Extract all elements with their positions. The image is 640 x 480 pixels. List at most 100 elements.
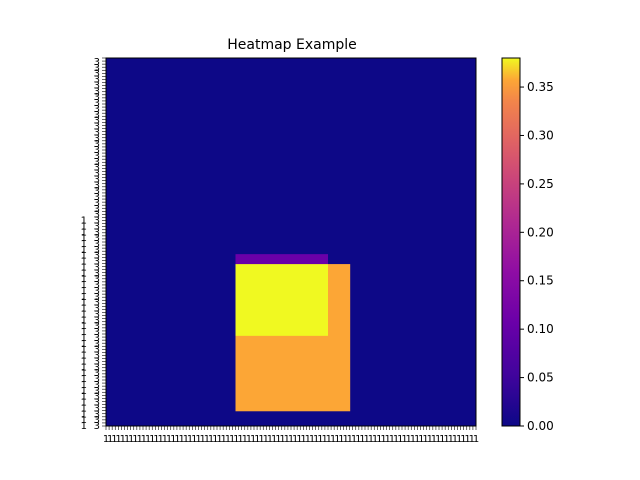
y-tick-label: 1 [81,345,87,356]
x-tick-label: 1 [183,434,189,445]
y-tick-label: 3 [94,80,100,91]
colorbar-tick-label: 0.30 [527,128,554,142]
y-tick-label: 3 [94,351,100,362]
y-tick-label: 3 [94,127,100,138]
x-tick-label: 1 [473,434,479,445]
x-tick-label: 1 [115,434,121,445]
y-tick-label: 1 [81,262,87,273]
x-tick-label: 1 [271,434,277,445]
y-tick-label: 3 [94,286,100,297]
x-tick-label: 1 [178,434,184,445]
x-tick-label: 1 [263,434,269,445]
y-tick-label: 3 [94,368,100,379]
y-tick-label: 1 [81,351,87,362]
x-tick-label: 1 [376,434,382,445]
y-tick-label: 3 [94,86,100,97]
x-tick-label: 1 [380,434,386,445]
x-tick-label: 1 [439,434,445,445]
x-tick-label: 1 [221,434,227,445]
x-tick-label: 1 [157,434,163,445]
x-tick-label: 1 [246,434,252,445]
y-tick-label: 3 [94,239,100,250]
x-tick-label: 1 [317,434,323,445]
y-tick-label: 3 [94,245,100,256]
x-tick-label: 1 [216,434,222,445]
y-tick-label: 1 [81,421,87,432]
colorbar: 0.00 0.05 0.10 0.15 0.20 0.25 0.30 0.35 [501,57,554,433]
x-tick-label: 1 [338,434,344,445]
y-tick-label: 3 [94,398,100,409]
x-tick-label: 1 [330,434,336,445]
y-tick-label: 3 [94,63,100,74]
y-tick-label: 3 [94,204,100,215]
x-tick-label: 1 [460,434,466,445]
x-tick-label: 1 [166,434,172,445]
x-tick-label: 1 [103,434,109,445]
y-tick-label: 1 [81,327,87,338]
y-tick-label: 3 [94,380,100,391]
y-tick-label: 1 [81,309,87,320]
y-tick-label: 3 [94,145,100,156]
x-tick-label: 1 [414,434,420,445]
y-tick-label: 1 [81,257,87,268]
x-tick-label: 1 [141,434,147,445]
x-tick-label: 1 [267,434,273,445]
y-tick-label: 3 [94,309,100,320]
y-tick-label: 3 [94,98,100,109]
x-tick-label: 1 [195,434,201,445]
y-tick-label: 3 [94,251,100,262]
x-tick-label: 1 [368,434,374,445]
y-tick-label: 1 [81,398,87,409]
y-tick-label: 3 [94,392,100,403]
x-tick-label: 1 [372,434,378,445]
y-tick-label: 3 [94,122,100,133]
x-tick-label: 1 [422,434,428,445]
y-tick-label: 3 [94,139,100,150]
y-axis-ticks: 3333333333333333333333333333131313131313… [81,57,106,432]
x-tick-label: 1 [162,434,168,445]
y-tick-label: 1 [81,304,87,315]
y-tick-label: 3 [94,210,100,221]
chart-title: Heatmap Example [227,37,357,53]
y-tick-label: 3 [94,327,100,338]
x-tick-label: 1 [284,434,290,445]
x-tick-label: 1 [334,434,340,445]
x-tick-label: 1 [145,434,151,445]
x-tick-label: 1 [120,434,126,445]
y-tick-label: 1 [81,374,87,385]
x-tick-label: 1 [464,434,470,445]
x-tick-label: 1 [342,434,348,445]
x-tick-label: 1 [174,434,180,445]
heatmap-cell [235,264,328,336]
y-tick-label: 3 [94,174,100,185]
y-tick-label: 1 [81,286,87,297]
y-tick-label: 3 [94,69,100,80]
y-tick-label: 3 [94,280,100,291]
y-tick-label: 1 [81,216,87,227]
y-tick-label: 3 [94,92,100,103]
x-tick-label: 1 [153,434,159,445]
y-tick-label: 3 [94,356,100,367]
x-tick-label: 1 [191,434,197,445]
colorbar-gradient [501,57,521,427]
x-tick-label: 1 [250,434,256,445]
x-tick-label: 1 [448,434,454,445]
y-tick-label: 1 [81,251,87,262]
y-tick-label: 3 [94,415,100,426]
y-tick-label: 1 [81,280,87,291]
colorbar-tick-label: 0.10 [527,322,554,336]
x-tick-label: 1 [107,434,113,445]
x-tick-label: 1 [397,434,403,445]
y-tick-label: 3 [94,133,100,144]
x-tick-label: 1 [321,434,327,445]
y-tick-label: 1 [81,403,87,414]
y-tick-label: 1 [81,333,87,344]
y-tick-label: 3 [94,339,100,350]
x-tick-label: 1 [288,434,294,445]
y-tick-label: 1 [81,380,87,391]
x-tick-label: 1 [355,434,361,445]
x-tick-label: 1 [279,434,285,445]
y-tick-label: 3 [94,110,100,121]
y-tick-label: 3 [94,262,100,273]
y-tick-label: 1 [81,315,87,326]
